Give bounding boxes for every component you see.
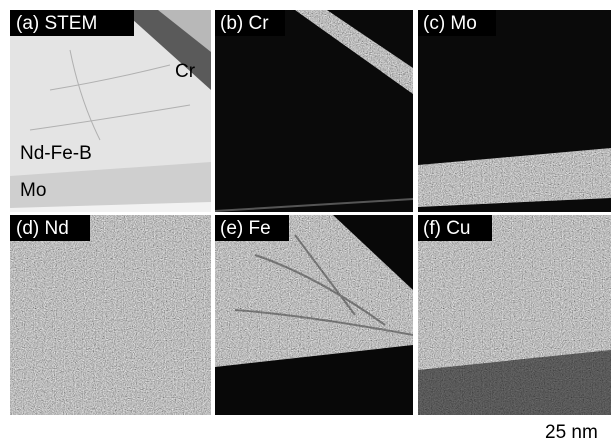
panel-a: (a) STEM Cr Nd-Fe-B Mo [10,10,211,212]
panel-b: (b) Cr [215,10,413,212]
panel-e: (e) Fe [215,215,413,415]
panel-label: (d) Nd [16,218,69,239]
panel-d: (d) Nd [10,215,211,415]
panel-f: (f) Cu [418,215,611,415]
page: {"panels": [ {"label": "(a) STEM", "anno… [0,0,611,445]
image-bg [215,10,413,212]
scale-bar-label: 25 nm [545,422,598,443]
annotation: Mo [20,180,46,201]
annotation: Cr [175,61,196,82]
panel-c: (c) Mo [418,10,611,212]
panel-label: (a) STEM [16,13,97,34]
panel-label: (b) Cr [220,13,269,34]
annotation: Nd-Fe-B [20,143,92,164]
panel-label: (f) Cu [423,218,471,239]
panel-label: (e) Fe [220,218,271,239]
panel-label: (c) Mo [423,13,477,34]
figure: (a) STEM Cr Nd-Fe-B Mo (b) Cr (c) Mo (d)… [0,0,611,445]
